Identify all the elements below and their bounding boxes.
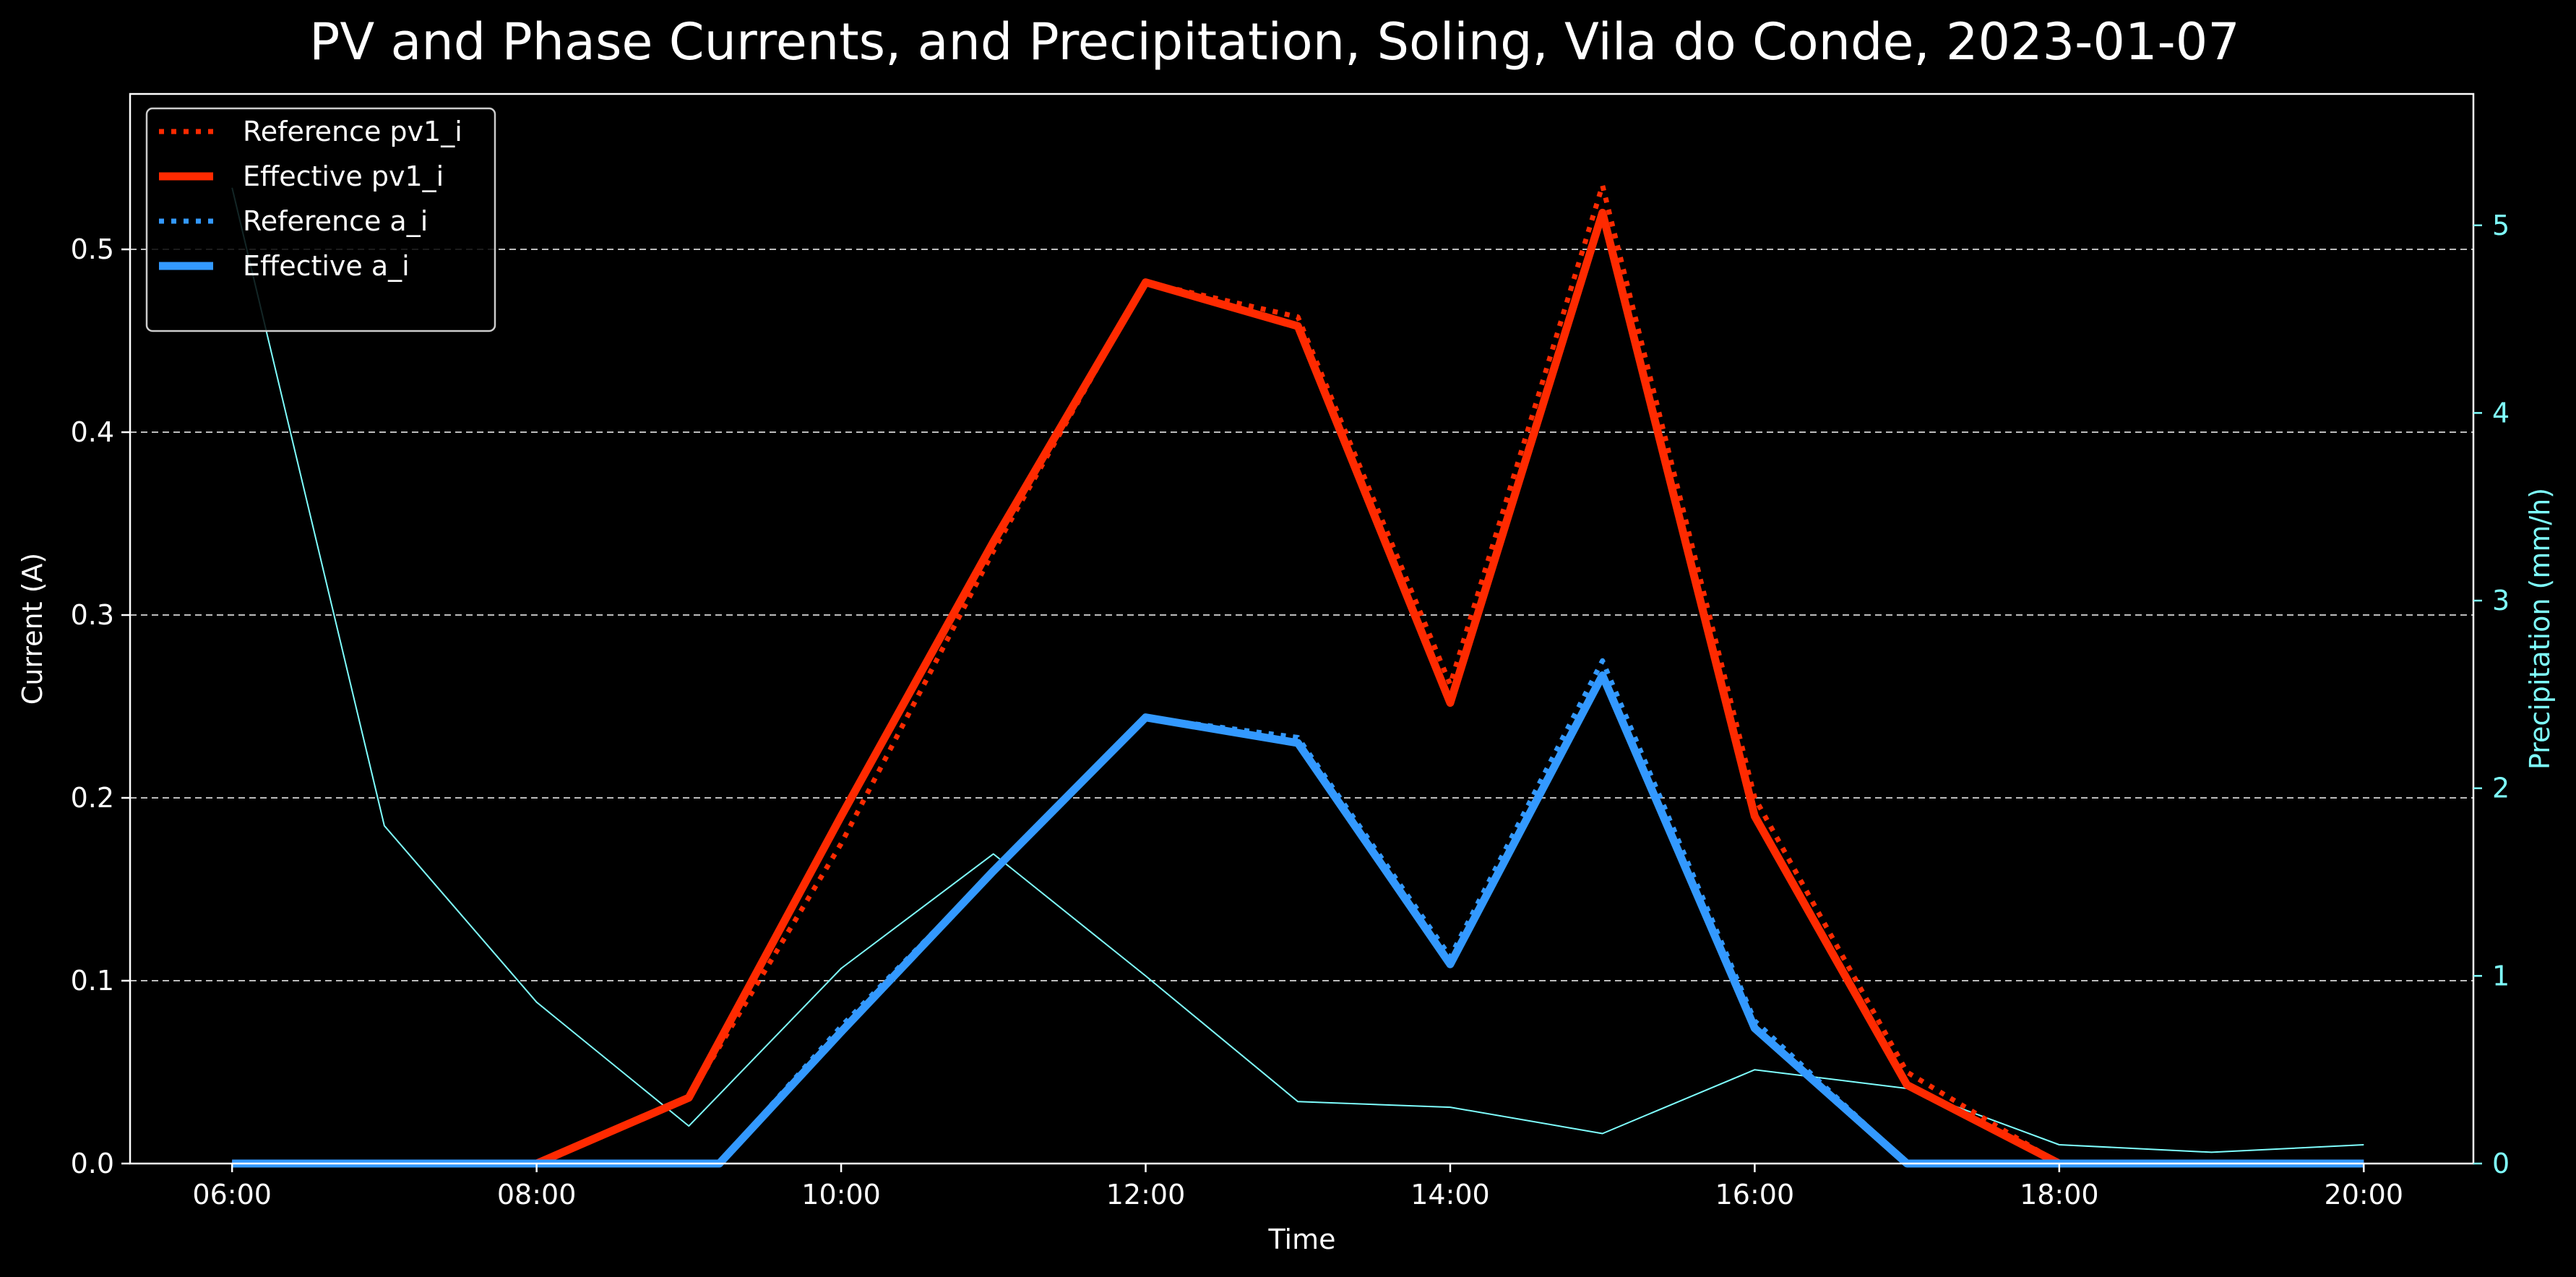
- legend-label: Effective pv1_i: [243, 160, 444, 192]
- y2-axis-label: Precipitation (mm/h): [2524, 488, 2556, 770]
- legend-label: Effective a_i: [243, 250, 410, 282]
- y2-tick-label: 1: [2492, 960, 2510, 992]
- x-tick-label: 06:00: [192, 1179, 272, 1211]
- y-axis-left: 0.0 0.1 0.2 0.3 0.4 0.5: [71, 233, 130, 1179]
- series-line-4: [231, 187, 2364, 1153]
- y-tick-label: 0.5: [71, 233, 114, 265]
- y-tick-label: 0.4: [71, 416, 114, 448]
- x-tick-label: 14:00: [1410, 1179, 1490, 1211]
- legend-label: Reference a_i: [243, 205, 428, 237]
- y-axis-label: Current (A): [17, 553, 48, 705]
- y2-tick-label: 4: [2492, 397, 2510, 429]
- y2-tick-label: 5: [2492, 210, 2510, 241]
- x-axis-label: Time: [1268, 1224, 1336, 1255]
- y2-tick-label: 0: [2492, 1148, 2510, 1179]
- y-tick-label: 0.3: [71, 599, 114, 631]
- chart-title: PV and Phase Currents, and Precipitation…: [309, 12, 2240, 72]
- x-tick-label: 08:00: [497, 1179, 577, 1211]
- y2-tick-label: 3: [2492, 585, 2510, 616]
- gridlines: [130, 249, 2473, 982]
- y-axis-right: 0 1 2 3 4 5: [2473, 210, 2510, 1179]
- y-tick-label: 0.0: [71, 1148, 114, 1179]
- x-axis: 06:00 08:00 10:00 12:00 14:00 16:00 18:00 20:00: [192, 1164, 2403, 1211]
- y-tick-label: 0.2: [71, 782, 114, 814]
- plot-frame: [129, 93, 2475, 1165]
- legend-label: Reference pv1_i: [243, 116, 462, 147]
- y-tick-label: 0.1: [71, 965, 114, 997]
- legend-box: [145, 107, 496, 332]
- x-tick-label: 16:00: [1715, 1179, 1795, 1211]
- series-line-1: [232, 208, 2364, 1168]
- legend: Reference pv1_i Effective pv1_i Reference …: [145, 107, 496, 332]
- x-tick-label: 18:00: [2020, 1179, 2099, 1211]
- x-tick-label: 10:00: [801, 1179, 881, 1211]
- x-tick-label: 12:00: [1106, 1179, 1186, 1211]
- y2-tick-label: 2: [2492, 773, 2510, 804]
- x-tick-label: 20:00: [2325, 1179, 2404, 1211]
